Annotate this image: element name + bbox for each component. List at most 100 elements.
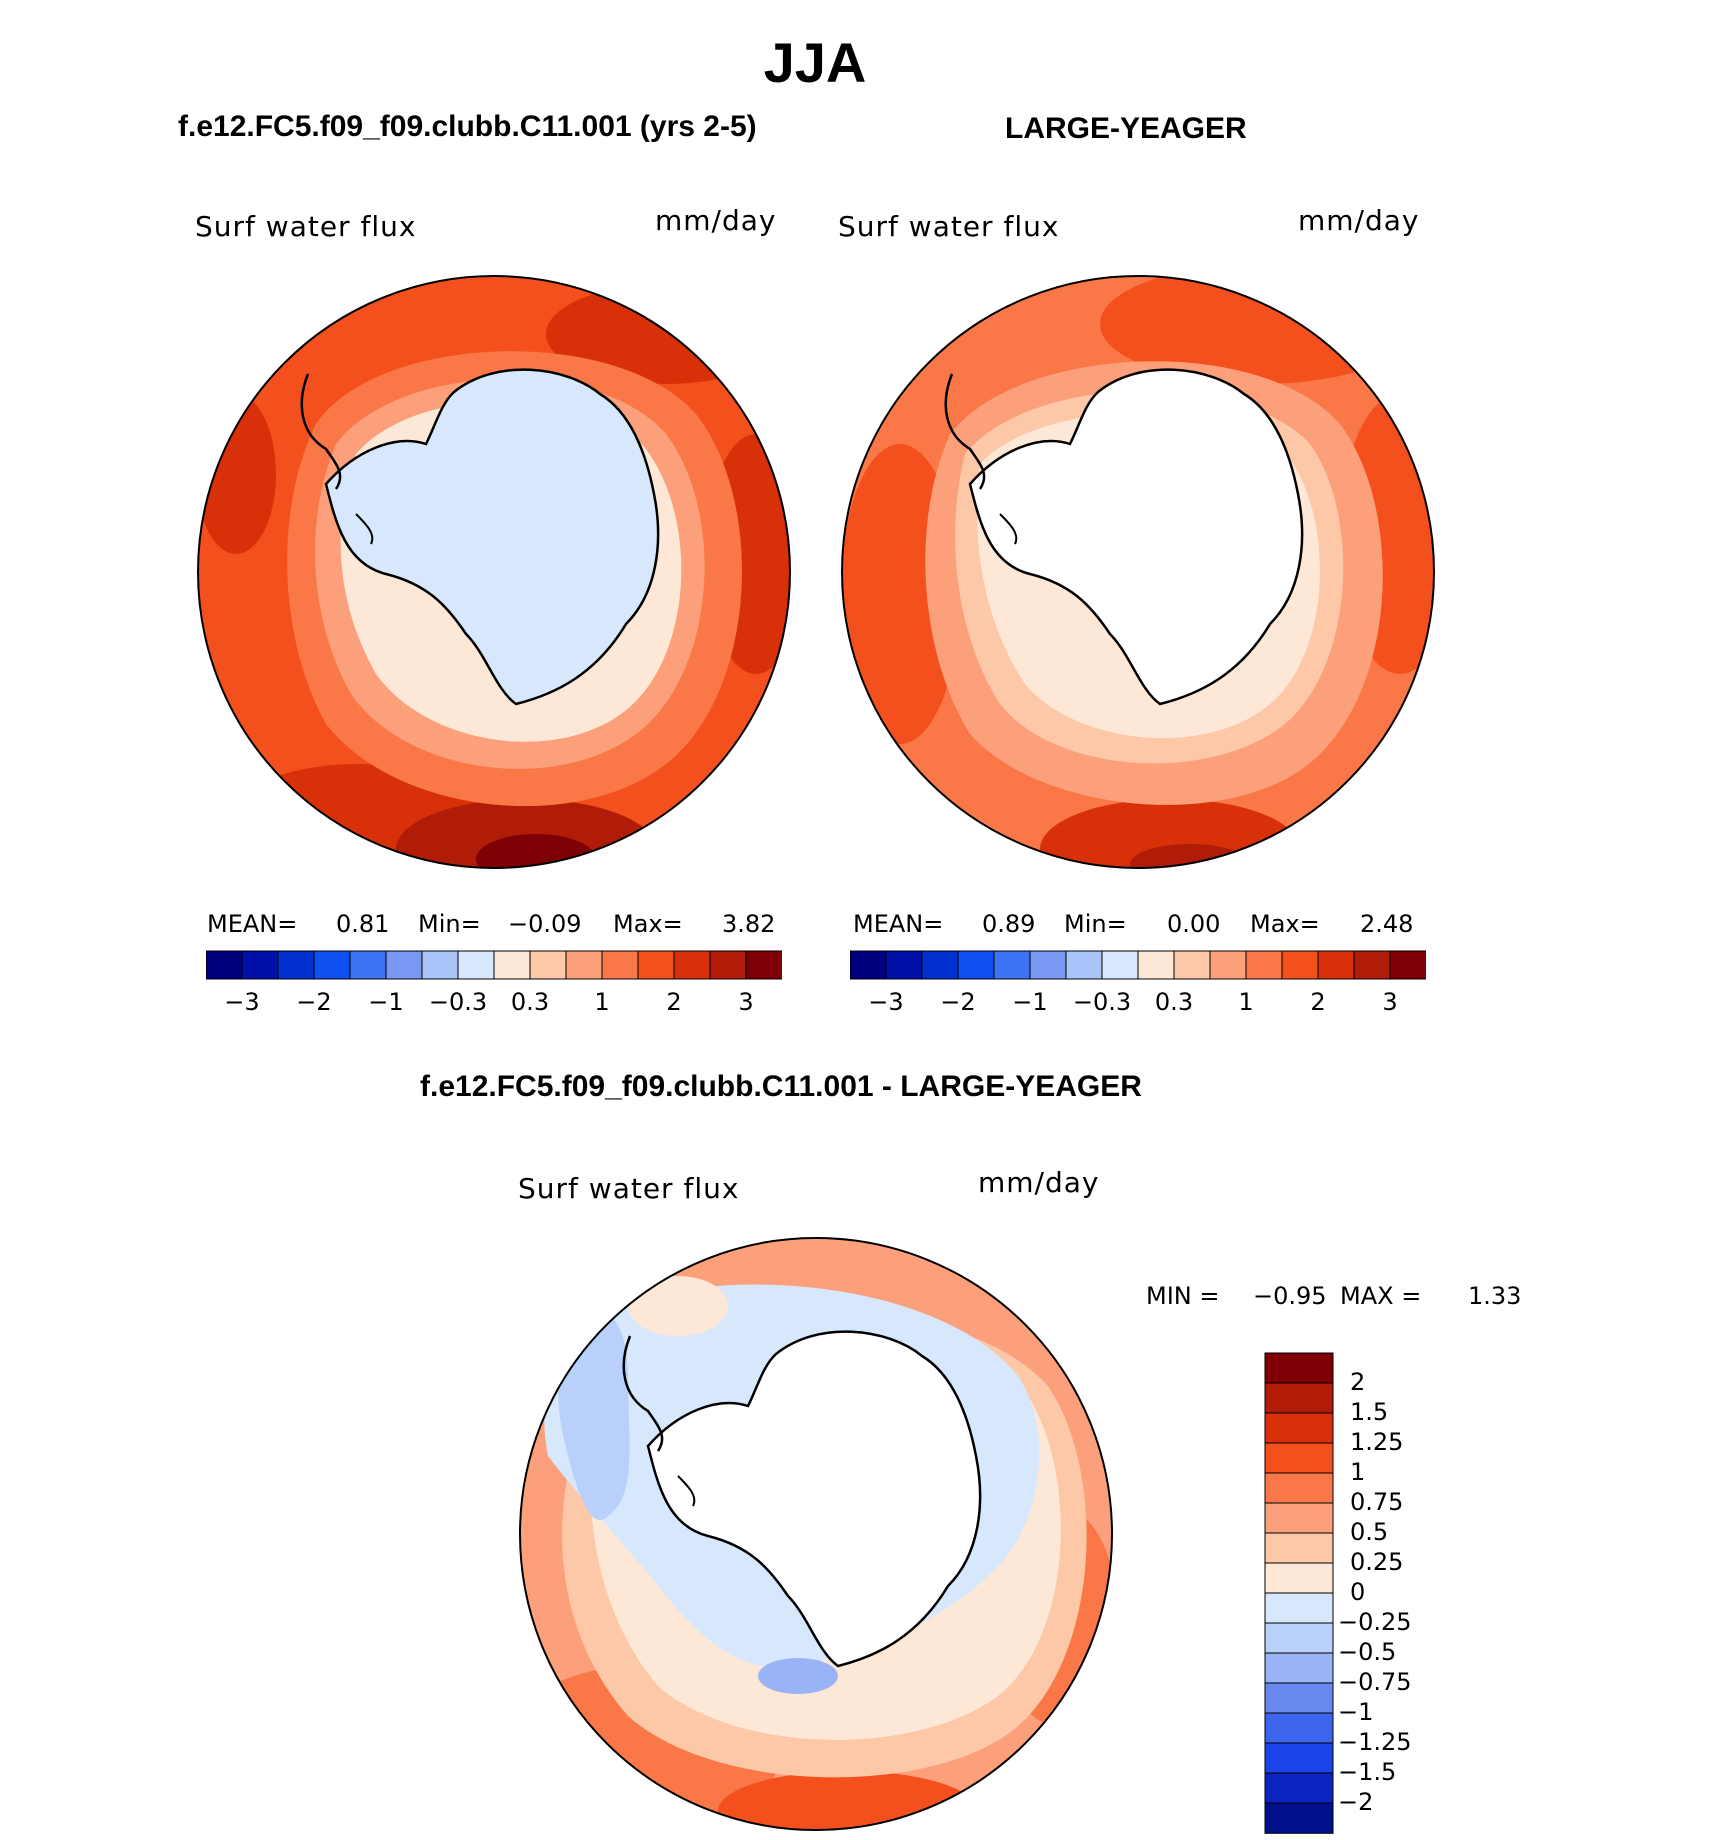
diff-map-antarctica-fill (648, 1331, 981, 1666)
right-colorbar-swatch (885, 950, 923, 980)
left-max-label: Max= (613, 910, 683, 938)
diff-colorbar-swatch (1264, 1592, 1334, 1624)
right-colorbar-tick-label: −1 (1012, 988, 1048, 1016)
right-colorbar-swatch (1029, 950, 1067, 980)
right-colorbar-swatch (850, 950, 887, 980)
right-colorbar-tick-label: 1 (1238, 988, 1254, 1016)
right-colorbar-swatch (1353, 950, 1391, 980)
diff-colorbar-swatch (1264, 1382, 1334, 1414)
left-colorbar-tick-label: −2 (296, 988, 332, 1016)
left-colorbar-swatch (493, 950, 531, 980)
left-mean-label: MEAN= (207, 910, 298, 938)
diff-map-coastline (646, 1330, 982, 1668)
left-colorbar-tick-label: 0.3 (510, 988, 550, 1016)
right-map-antarctica-fill (970, 369, 1303, 704)
left-colorbar-swatch (565, 950, 603, 980)
figure-title: JJA (763, 31, 867, 94)
right-mean-value: 0.89 (982, 910, 1036, 938)
right-max-label: Max= (1250, 910, 1320, 938)
left-colorbar-tick-label: 2 (666, 988, 682, 1016)
left-min-label: Min= (418, 910, 481, 938)
right-min-label: Min= (1064, 910, 1127, 938)
diff-colorbar-swatch (1264, 1352, 1334, 1384)
left-colorbar-swatch (709, 950, 747, 980)
right-map (841, 275, 1435, 869)
right-colorbar-tick-label: −2 (940, 988, 976, 1016)
diff-colorbar-swatch (1264, 1472, 1334, 1504)
right-colorbar-swatch (921, 950, 959, 980)
diff-min-value: −0.95 (1253, 1282, 1327, 1310)
left-colorbar (206, 950, 782, 980)
left-colorbar-swatch (601, 950, 639, 980)
diff-colorbar-tick-label: −1.5 (1338, 1758, 1397, 1786)
left-units-label: mm/day (655, 204, 777, 237)
right-colorbar-swatch (957, 950, 995, 980)
left-case-title: f.e12.FC5.f09_f09.clubb.C11.001 (yrs 2-5… (178, 110, 757, 143)
diff-case-title: f.e12.FC5.f09_f09.clubb.C11.001 - LARGE-… (420, 1070, 1142, 1103)
left-variable-label: Surf water flux (195, 210, 417, 243)
right-colorbar-swatch (1173, 950, 1211, 980)
diff-map (519, 1237, 1113, 1831)
diff-colorbar-tick-label: 1 (1350, 1458, 1366, 1486)
diff-units-label: mm/day (978, 1166, 1100, 1199)
diff-colorbar-tick-label: −0.5 (1338, 1638, 1397, 1666)
right-colorbar-swatch (1389, 950, 1426, 980)
left-max-value: 3.82 (722, 910, 776, 938)
left-colorbar-tick-label: 3 (738, 988, 754, 1016)
diff-colorbar-tick-label: 2 (1350, 1368, 1366, 1396)
left-colorbar-tick-label: −0.3 (428, 988, 488, 1016)
diff-max-label: MAX = (1340, 1282, 1422, 1310)
right-colorbar-tick-label: 0.3 (1154, 988, 1194, 1016)
right-colorbar-swatch (993, 950, 1031, 980)
diff-colorbar-tick-label: 0.25 (1350, 1548, 1404, 1576)
diff-colorbar-tick-label: 1.25 (1350, 1428, 1404, 1456)
diff-colorbar-tick-label: 0 (1350, 1578, 1366, 1606)
diff-min-label: MIN = (1146, 1282, 1220, 1310)
left-colorbar-swatch (745, 950, 782, 980)
left-colorbar-tick-label: 1 (594, 988, 610, 1016)
left-colorbar-ticks: −3 −2 −1 −0.3 0.3 1 2 3 (206, 988, 782, 1018)
left-colorbar-swatch (313, 950, 351, 980)
diff-colorbar-tick-label: 0.75 (1350, 1488, 1404, 1516)
diff-colorbar-swatch (1264, 1442, 1334, 1474)
diff-colorbar-tick-label: 0.5 (1350, 1518, 1389, 1546)
left-colorbar-swatch (349, 950, 387, 980)
right-colorbar-swatch (1245, 950, 1283, 980)
right-colorbar-ticks: −3 −2 −1 −0.3 0.3 1 2 3 (850, 988, 1426, 1018)
right-mean-label: MEAN= (853, 910, 944, 938)
right-colorbar (850, 950, 1426, 980)
left-map-coastline (324, 368, 660, 706)
right-colorbar-tick-label: 3 (1382, 988, 1398, 1016)
left-colorbar-swatch (277, 950, 315, 980)
left-min-value: −0.09 (508, 910, 582, 938)
diff-variable-label: Surf water flux (518, 1172, 740, 1205)
left-colorbar-swatch (673, 950, 711, 980)
right-colorbar-tick-label: −3 (868, 988, 904, 1016)
right-colorbar-swatch (1209, 950, 1247, 980)
diff-colorbar-swatch (1264, 1802, 1334, 1834)
diff-colorbar-tick-label: −0.75 (1338, 1668, 1412, 1696)
diff-max-value: 1.33 (1468, 1282, 1522, 1310)
left-colorbar-swatch (241, 950, 279, 980)
diff-colorbar-swatch (1264, 1532, 1334, 1564)
diff-colorbar-swatch (1264, 1562, 1334, 1594)
left-colorbar-swatch (529, 950, 567, 980)
right-map-coastline (968, 368, 1304, 706)
right-colorbar-swatch (1065, 950, 1103, 980)
left-colorbar-swatch (457, 950, 495, 980)
right-colorbar-tick-label: −0.3 (1072, 988, 1132, 1016)
left-colorbar-tick-label: −1 (368, 988, 404, 1016)
diff-colorbar-swatch (1264, 1712, 1334, 1744)
right-case-title: LARGE-YEAGER (1005, 112, 1247, 145)
right-colorbar-swatch (1317, 950, 1355, 980)
diff-colorbar-tick-label: −0.25 (1338, 1608, 1412, 1636)
diff-colorbar-swatch (1264, 1412, 1334, 1444)
diff-colorbar-swatch (1264, 1682, 1334, 1714)
right-min-value: 0.00 (1167, 910, 1221, 938)
left-map-antarctica-fill (326, 369, 659, 704)
diff-colorbar-tick-label: 1.5 (1350, 1398, 1389, 1426)
diff-colorbar-swatch (1264, 1622, 1334, 1654)
left-colorbar-swatch (637, 950, 675, 980)
right-colorbar-tick-label: 2 (1310, 988, 1326, 1016)
right-colorbar-swatch (1101, 950, 1139, 980)
